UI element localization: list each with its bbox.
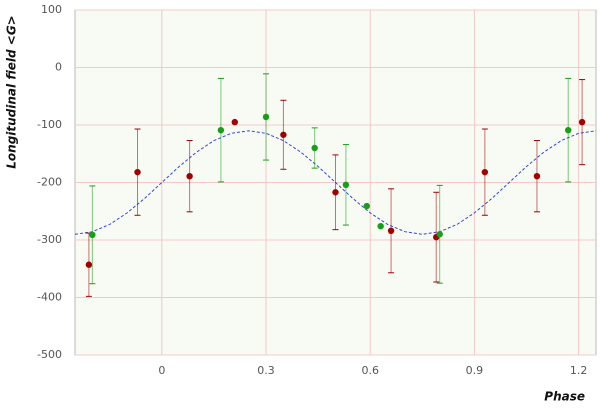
x-axis-label: Phase [544,390,585,404]
x-tick-label: 1.2 [570,364,588,377]
data-point [217,126,225,134]
y-tick-label: -400 [37,291,62,304]
y-tick-label: -300 [37,233,62,246]
data-point [89,231,96,239]
data-point [186,172,193,180]
y-tick-label: 0 [55,61,62,74]
x-tick-label: 0.3 [257,364,275,377]
data-point [363,202,370,210]
y-tick-label: -100 [37,118,62,131]
data-point [565,126,572,134]
y-tick-label: -200 [37,176,62,189]
data-point [342,181,350,188]
data-point [85,261,93,268]
data-point [231,118,238,126]
data-point [533,172,541,180]
data-point [332,189,339,196]
x-tick-label: 0 [158,364,165,377]
data-point [134,168,141,176]
data-point [262,113,270,121]
data-point [481,168,489,176]
y-axis-label: Longitudinal field <G> [5,15,19,168]
data-point [311,144,318,152]
x-tick-label: 0.6 [361,364,379,377]
data-point [280,131,287,138]
data-point [436,231,443,238]
x-tick-label: 0.9 [466,364,484,377]
data-point [377,223,384,230]
data-point [387,227,395,234]
data-point [578,118,586,126]
y-tick-label: -500 [37,348,62,361]
y-tick-label: 100 [41,3,62,16]
